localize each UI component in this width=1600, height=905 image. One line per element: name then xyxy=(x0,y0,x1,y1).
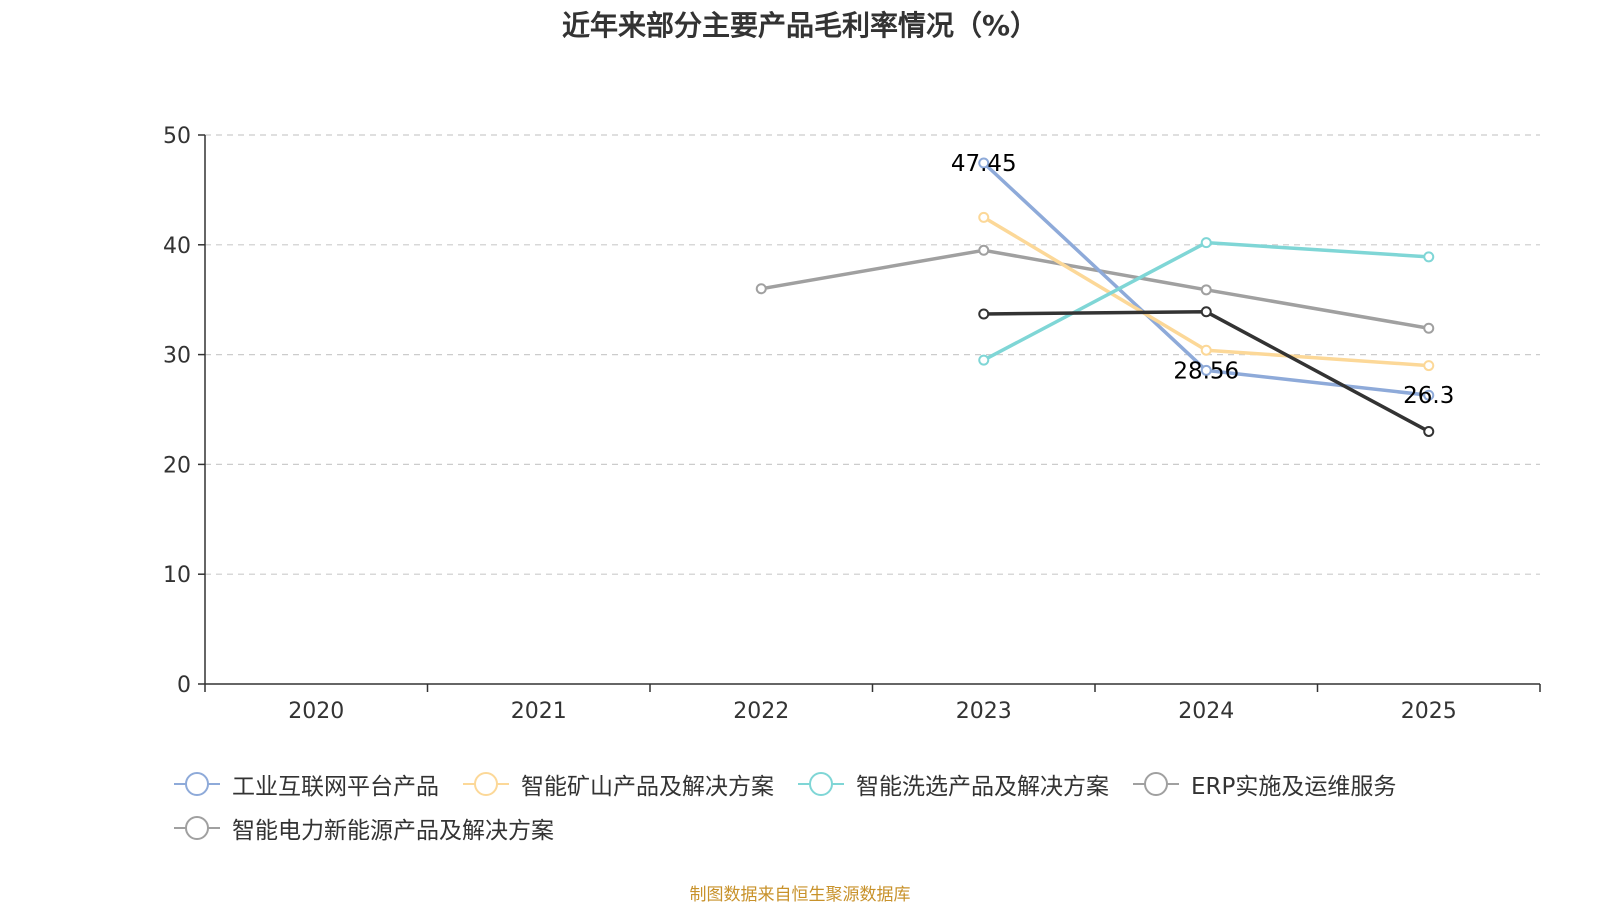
legend: 工业互联网平台产品 智能矿山产品及解决方案 智能洗选产品及解决方案 ERP实施及运维服… xyxy=(172,768,1472,856)
data-point xyxy=(1200,284,1212,296)
legend-item[interactable]: 智能洗选产品及解决方案 xyxy=(796,767,1109,801)
data-label: 28.56 xyxy=(1173,358,1239,384)
legend-label: 智能矿山产品及解决方案 xyxy=(521,774,774,800)
legend-label: 智能电力新能源产品及解决方案 xyxy=(232,818,554,844)
y-tick-label: 40 xyxy=(163,234,191,259)
x-tick-label: 2022 xyxy=(733,699,789,724)
data-point xyxy=(978,211,990,223)
data-point xyxy=(1423,251,1435,263)
legend-label: ERP实施及运维服务 xyxy=(1191,774,1397,800)
y-tick-label: 20 xyxy=(163,453,191,478)
y-tick-label: 10 xyxy=(163,563,191,588)
data-point xyxy=(1423,389,1435,401)
legend-item[interactable]: 智能电力新能源产品及解决方案 xyxy=(172,811,554,845)
legend-item[interactable]: 工业互联网平台产品 xyxy=(172,767,439,801)
data-point xyxy=(1200,364,1212,376)
data-point xyxy=(1423,322,1435,334)
legend-row: 工业互联网平台产品 智能矿山产品及解决方案 智能洗选产品及解决方案 ERP实施及运维服… xyxy=(172,768,1472,800)
legend-swatch-icon xyxy=(1133,772,1179,796)
data-point xyxy=(978,157,990,169)
gridlines xyxy=(205,134,1540,575)
x-tick-label: 2021 xyxy=(511,699,567,724)
legend-item[interactable]: ERP实施及运维服务 xyxy=(1131,767,1396,801)
x-tick-label: 2020 xyxy=(288,699,344,724)
data-point xyxy=(1200,237,1212,249)
data-labels: 47.45 28.56 26.3 xyxy=(951,151,1455,409)
legend-label: 智能洗选产品及解决方案 xyxy=(856,774,1109,800)
series-line xyxy=(760,248,1430,330)
x-tick-label: 2024 xyxy=(1178,699,1234,724)
series-lines xyxy=(755,157,1435,437)
legend-swatch-icon xyxy=(174,772,220,796)
data-point xyxy=(1423,425,1435,437)
y-tick-label: 0 xyxy=(177,673,191,698)
legend-row: 智能电力新能源产品及解决方案 xyxy=(172,812,1472,844)
data-point xyxy=(978,354,990,366)
y-axis: 0 10 20 30 40 50 xyxy=(163,124,206,698)
y-tick-label: 50 xyxy=(163,124,191,149)
legend-swatch-icon xyxy=(463,772,509,796)
legend-item[interactable]: 智能矿山产品及解决方案 xyxy=(461,767,774,801)
y-tick-label: 30 xyxy=(163,344,191,369)
source-note: 制图数据来自恒生聚源数据库 xyxy=(689,885,911,905)
data-point xyxy=(978,308,990,320)
chart-title: 近年来部分主要产品毛利率情况（%） xyxy=(561,9,1039,42)
legend-swatch-icon xyxy=(798,772,844,796)
x-tick-label: 2023 xyxy=(956,699,1012,724)
legend-swatch-icon xyxy=(174,816,220,840)
data-point xyxy=(978,244,990,256)
data-label: 26.3 xyxy=(1403,383,1454,409)
series-line xyxy=(982,240,1429,362)
x-axis: 2020 2021 2022 2023 2024 2025 xyxy=(204,683,1541,724)
legend-label: 工业互联网平台产品 xyxy=(232,774,439,800)
data-point xyxy=(1200,344,1212,356)
data-point xyxy=(1423,360,1435,372)
data-label: 47.45 xyxy=(951,151,1017,177)
x-tick-label: 2025 xyxy=(1401,699,1457,724)
data-point xyxy=(755,283,767,295)
data-point xyxy=(1200,306,1212,318)
